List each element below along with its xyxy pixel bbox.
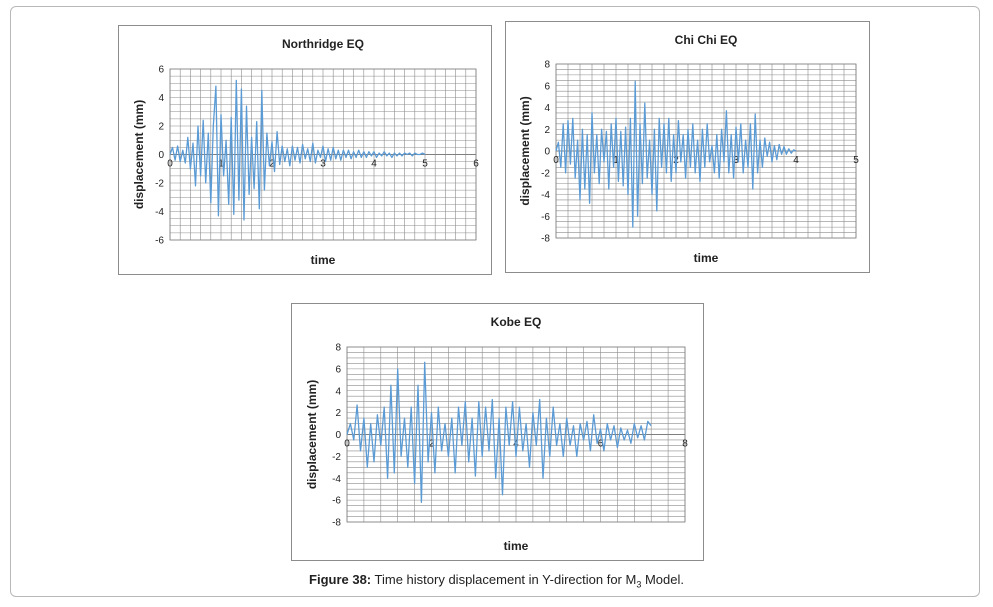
x-tick-label: 0 <box>553 155 559 166</box>
x-tick-label: 5 <box>853 155 859 166</box>
y-tick-label: 0 <box>158 150 164 161</box>
y-tick-label: 4 <box>158 93 164 104</box>
y-tick-label: -6 <box>155 236 164 247</box>
series-line <box>346 361 652 503</box>
series-line <box>555 80 797 228</box>
y-axis-label: displacement (mm) <box>305 380 319 489</box>
y-tick-label: 0 <box>544 147 550 158</box>
y-tick-label: 8 <box>335 343 341 354</box>
y-tick-label: -6 <box>541 212 550 223</box>
x-tick-label: 2 <box>269 159 275 170</box>
y-tick-label: 2 <box>158 122 164 133</box>
x-tick-label: 4 <box>793 155 799 166</box>
y-tick-label: 6 <box>544 81 550 92</box>
y-tick-label: 6 <box>335 364 341 375</box>
chart-title: Northridge EQ <box>282 37 364 51</box>
y-tick-label: 4 <box>335 386 341 397</box>
y-tick-label: -4 <box>332 474 341 485</box>
x-axis-label: time <box>504 539 529 553</box>
y-tick-label: -4 <box>155 207 164 218</box>
y-tick-label: 6 <box>158 65 164 76</box>
y-tick-label: -8 <box>332 518 341 529</box>
y-tick-label: 0 <box>335 430 341 441</box>
x-tick-label: 3 <box>733 155 739 166</box>
x-tick-label: 5 <box>422 159 428 170</box>
y-tick-label: -2 <box>541 168 550 179</box>
caption-text: Time history displacement in Y-direction… <box>374 572 637 587</box>
x-axis-label: time <box>311 253 336 267</box>
y-tick-label: -4 <box>541 190 550 201</box>
x-tick-label: 2 <box>429 439 435 450</box>
caption-text-after: Model. <box>641 572 684 587</box>
y-tick-label: 2 <box>544 125 550 136</box>
y-tick-label: 8 <box>544 60 550 71</box>
x-tick-label: 0 <box>167 159 173 170</box>
series-line <box>169 79 426 221</box>
figure-frame <box>10 6 980 597</box>
x-axis-label: time <box>694 251 719 265</box>
y-tick-label: -2 <box>155 179 164 190</box>
chart-northridge: 6 4 2 0 -2 -4 -6 0 1 2 3 4 5 6 Northridge EQ time displa… <box>118 25 492 275</box>
x-tick-label: 0 <box>344 439 350 450</box>
x-tick-label: 3 <box>320 159 326 170</box>
x-tick-label: 6 <box>473 159 479 170</box>
y-axis-label: displacement (mm) <box>132 100 146 209</box>
y-tick-label: 2 <box>335 408 341 419</box>
chart-title: Chi Chi EQ <box>675 33 738 47</box>
y-tick-label: -2 <box>332 452 341 463</box>
caption-subscript: 3 <box>636 579 642 590</box>
x-tick-label: 1 <box>613 155 619 166</box>
y-tick-label: -6 <box>332 496 341 507</box>
x-tick-label: 4 <box>371 159 377 170</box>
y-tick-label: 4 <box>544 103 550 114</box>
chart-title: Kobe EQ <box>491 315 542 329</box>
y-axis-label: displacement (mm) <box>518 96 532 205</box>
x-tick-label: 1 <box>218 159 224 170</box>
chart-chi-chi: 8 6 4 2 0 -2 -4 -6 -8 0 1 2 3 4 5 Chi Chi EQ time displac… <box>505 21 870 273</box>
caption-label: Figure 38: <box>309 572 372 587</box>
figure-caption: Figure 38: Time history displacement in … <box>0 572 993 590</box>
y-tick-label: -8 <box>541 234 550 245</box>
x-tick-label: 8 <box>682 439 688 450</box>
chart-kobe: 8 6 4 2 0 -2 -4 -6 -8 0 2 4 6 8 Kobe EQ time displacemen… <box>291 303 704 561</box>
x-tick-label: 6 <box>598 439 604 450</box>
